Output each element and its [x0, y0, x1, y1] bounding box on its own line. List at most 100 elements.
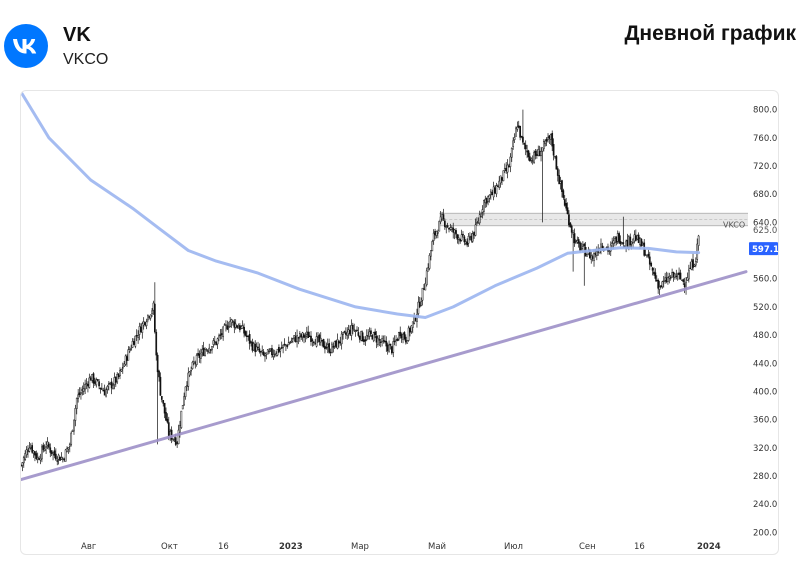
candle-body [397, 332, 400, 340]
candle-body [665, 277, 668, 282]
candle-body [509, 156, 512, 167]
candle-body [160, 396, 163, 400]
candle-body [682, 279, 685, 282]
candle-body [244, 331, 247, 336]
candle-body [612, 240, 615, 244]
candle-body [120, 368, 123, 372]
candle-body [333, 340, 336, 347]
candle-body [167, 422, 170, 436]
candle-body [205, 349, 208, 351]
candle-body [478, 214, 481, 224]
candle-body [382, 340, 385, 342]
candle-body [124, 355, 127, 365]
candle-body [519, 125, 521, 138]
candle-body [237, 327, 240, 329]
candle-body [542, 141, 545, 150]
candle-body [678, 272, 680, 275]
candle-body [113, 377, 116, 385]
current-price-badge [749, 242, 778, 256]
candle-body [579, 242, 581, 251]
candle-body [668, 276, 671, 279]
candle-body [443, 220, 446, 227]
candle-body [282, 344, 284, 348]
candle-body [549, 133, 552, 140]
candle-body [616, 233, 619, 242]
candle-body [427, 267, 429, 270]
candle-body [671, 272, 673, 278]
candle-body [351, 324, 354, 330]
candle-body [296, 335, 298, 343]
candle-body [197, 353, 199, 356]
candle-body [466, 241, 469, 246]
candle-body [198, 353, 201, 359]
candle-body [208, 347, 211, 353]
candle-body [586, 254, 588, 257]
candle-body [269, 348, 272, 351]
candle-body [32, 450, 35, 454]
x-tick-label: Окт [161, 542, 178, 552]
candle-body [68, 444, 71, 447]
candle-body [501, 177, 503, 181]
candle-body [190, 370, 192, 372]
candle-body [469, 235, 471, 238]
candle-body [614, 238, 616, 244]
candle-body [615, 236, 618, 243]
candle-body [202, 347, 205, 356]
candle-body [420, 301, 422, 306]
candle-body [460, 234, 463, 241]
candle-body [98, 381, 100, 387]
candle-body [523, 143, 526, 145]
candle-body [218, 335, 220, 338]
candle-body [279, 349, 282, 352]
candle-body [363, 339, 365, 342]
candle-body [286, 345, 289, 347]
candle-body [325, 347, 328, 349]
candle-body [293, 335, 296, 339]
candle-body [130, 347, 132, 350]
candle-body [52, 452, 54, 455]
y-tick-label: 680.0 [753, 190, 777, 200]
candle-body [681, 279, 683, 281]
candle-body [608, 250, 611, 252]
candle-body [236, 325, 238, 328]
candle-body [335, 340, 337, 348]
x-tick-label: 16 [218, 542, 229, 552]
candle-body [508, 166, 510, 168]
candle-body [648, 256, 651, 265]
candle-body [163, 402, 166, 414]
candle-body [241, 325, 244, 329]
candle-body [289, 342, 291, 344]
candle-body [156, 354, 159, 373]
candle-body [484, 198, 487, 203]
candle-body [328, 343, 330, 353]
candle-body [485, 197, 488, 204]
candle-body [64, 449, 67, 462]
candle-body [431, 241, 434, 252]
trendline [21, 270, 748, 482]
candle-body [555, 156, 558, 170]
moving-average-line [21, 91, 701, 319]
candle-body [547, 137, 549, 140]
candle-body [239, 325, 241, 331]
candle-body [445, 226, 448, 228]
y-tick-label: 640.0 [753, 218, 777, 228]
candle-body [569, 222, 572, 228]
candle-body [339, 341, 342, 344]
candle-body [573, 233, 576, 244]
candle-body [421, 287, 424, 301]
x-tick-label: Мар [351, 542, 369, 552]
candle-body [59, 456, 61, 461]
candle-body [409, 328, 411, 333]
candle-body [95, 379, 98, 386]
candle-body [21, 464, 22, 467]
candle-body [162, 400, 165, 404]
candle-body [233, 321, 236, 328]
x-tick-label: 2024 [697, 542, 721, 552]
y-tick-label: 320.0 [753, 444, 777, 454]
candle-body [667, 277, 669, 282]
candle-body [377, 337, 379, 345]
candle-body [201, 349, 204, 354]
candle-body [385, 340, 388, 347]
candle-body [655, 279, 658, 282]
candle-body [166, 418, 169, 423]
